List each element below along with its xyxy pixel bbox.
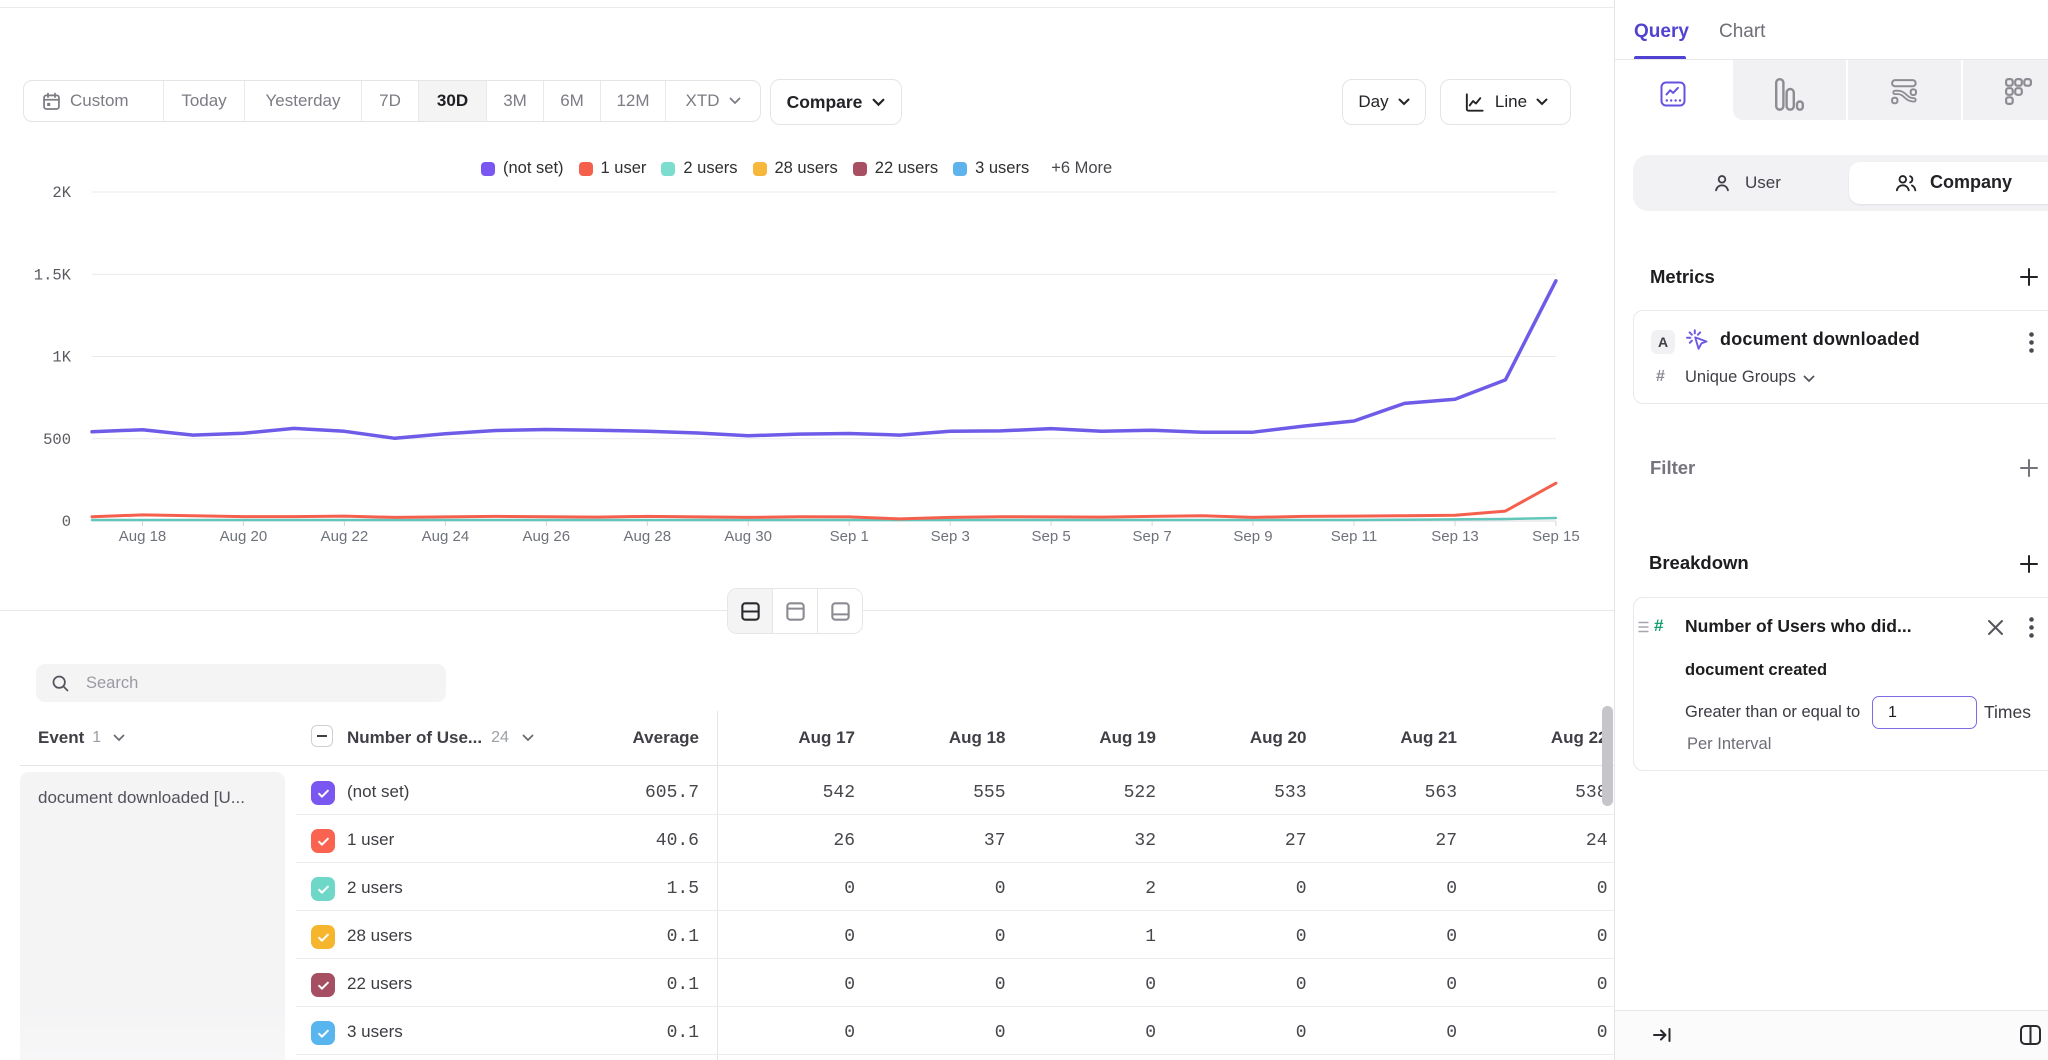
svg-text:Sep 9: Sep 9 (1233, 528, 1272, 545)
svg-text:Aug 24: Aug 24 (422, 528, 470, 545)
svg-text:Aug 22: Aug 22 (321, 528, 369, 545)
svg-text:Aug 18: Aug 18 (119, 528, 167, 545)
svg-text:Aug 28: Aug 28 (624, 528, 672, 545)
svg-text:Sep 15: Sep 15 (1532, 528, 1580, 545)
svg-text:Sep 5: Sep 5 (1031, 528, 1070, 545)
svg-text:Aug 26: Aug 26 (523, 528, 571, 545)
svg-text:0: 0 (62, 513, 71, 531)
svg-text:Sep 3: Sep 3 (931, 528, 970, 545)
svg-text:Aug 20: Aug 20 (220, 528, 268, 545)
svg-text:2K: 2K (52, 184, 71, 202)
svg-text:Sep 13: Sep 13 (1431, 528, 1479, 545)
svg-text:1K: 1K (52, 349, 71, 367)
svg-text:Aug 30: Aug 30 (724, 528, 772, 545)
svg-text:Sep 7: Sep 7 (1132, 528, 1171, 545)
svg-text:Sep 11: Sep 11 (1331, 528, 1377, 545)
svg-text:500: 500 (43, 431, 71, 449)
svg-text:Sep 1: Sep 1 (830, 528, 869, 545)
svg-text:1.5K: 1.5K (34, 266, 72, 284)
